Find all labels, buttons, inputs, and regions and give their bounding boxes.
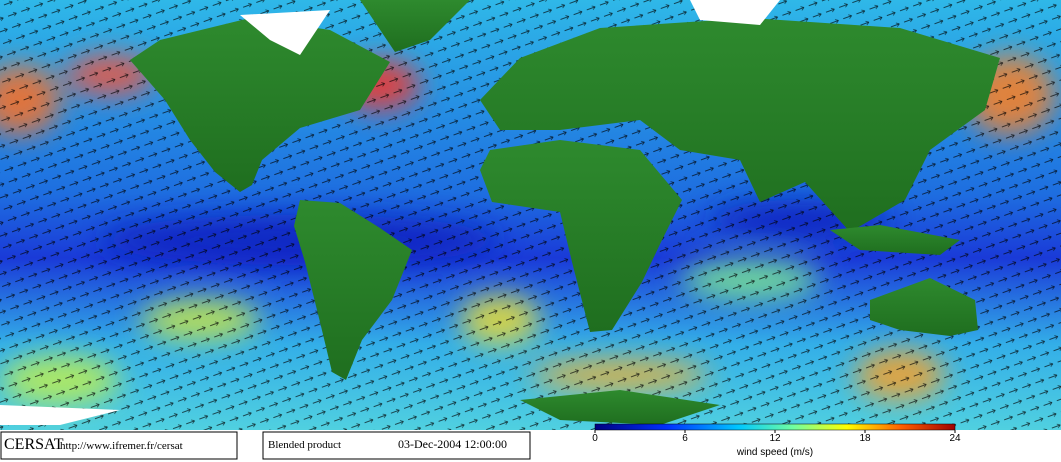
colorbar-tick-label: 24 [949,433,961,444]
colorbar-tick-label: 18 [859,433,871,444]
date: 03-Dec-2004 12:00:00 [398,437,507,451]
url: http://www.ifremer.fr/cersat [60,440,183,452]
logo: CERSAT [4,436,64,453]
colorbar-label: wind speed (m/s) [736,447,813,458]
ice [0,0,780,425]
logo-box [0,431,238,460]
colorbar: wind speed (m/s) 0 6 12 18 24 [592,423,961,458]
colorbar-tick-label: 0 [592,433,598,444]
colorbar-tick-label: 12 [769,433,781,444]
colorbar-scale [594,423,956,431]
product-box [262,431,531,460]
colorbar-tick-label: 6 [682,433,688,444]
continents [130,0,1000,425]
product: Blended product [268,439,341,451]
